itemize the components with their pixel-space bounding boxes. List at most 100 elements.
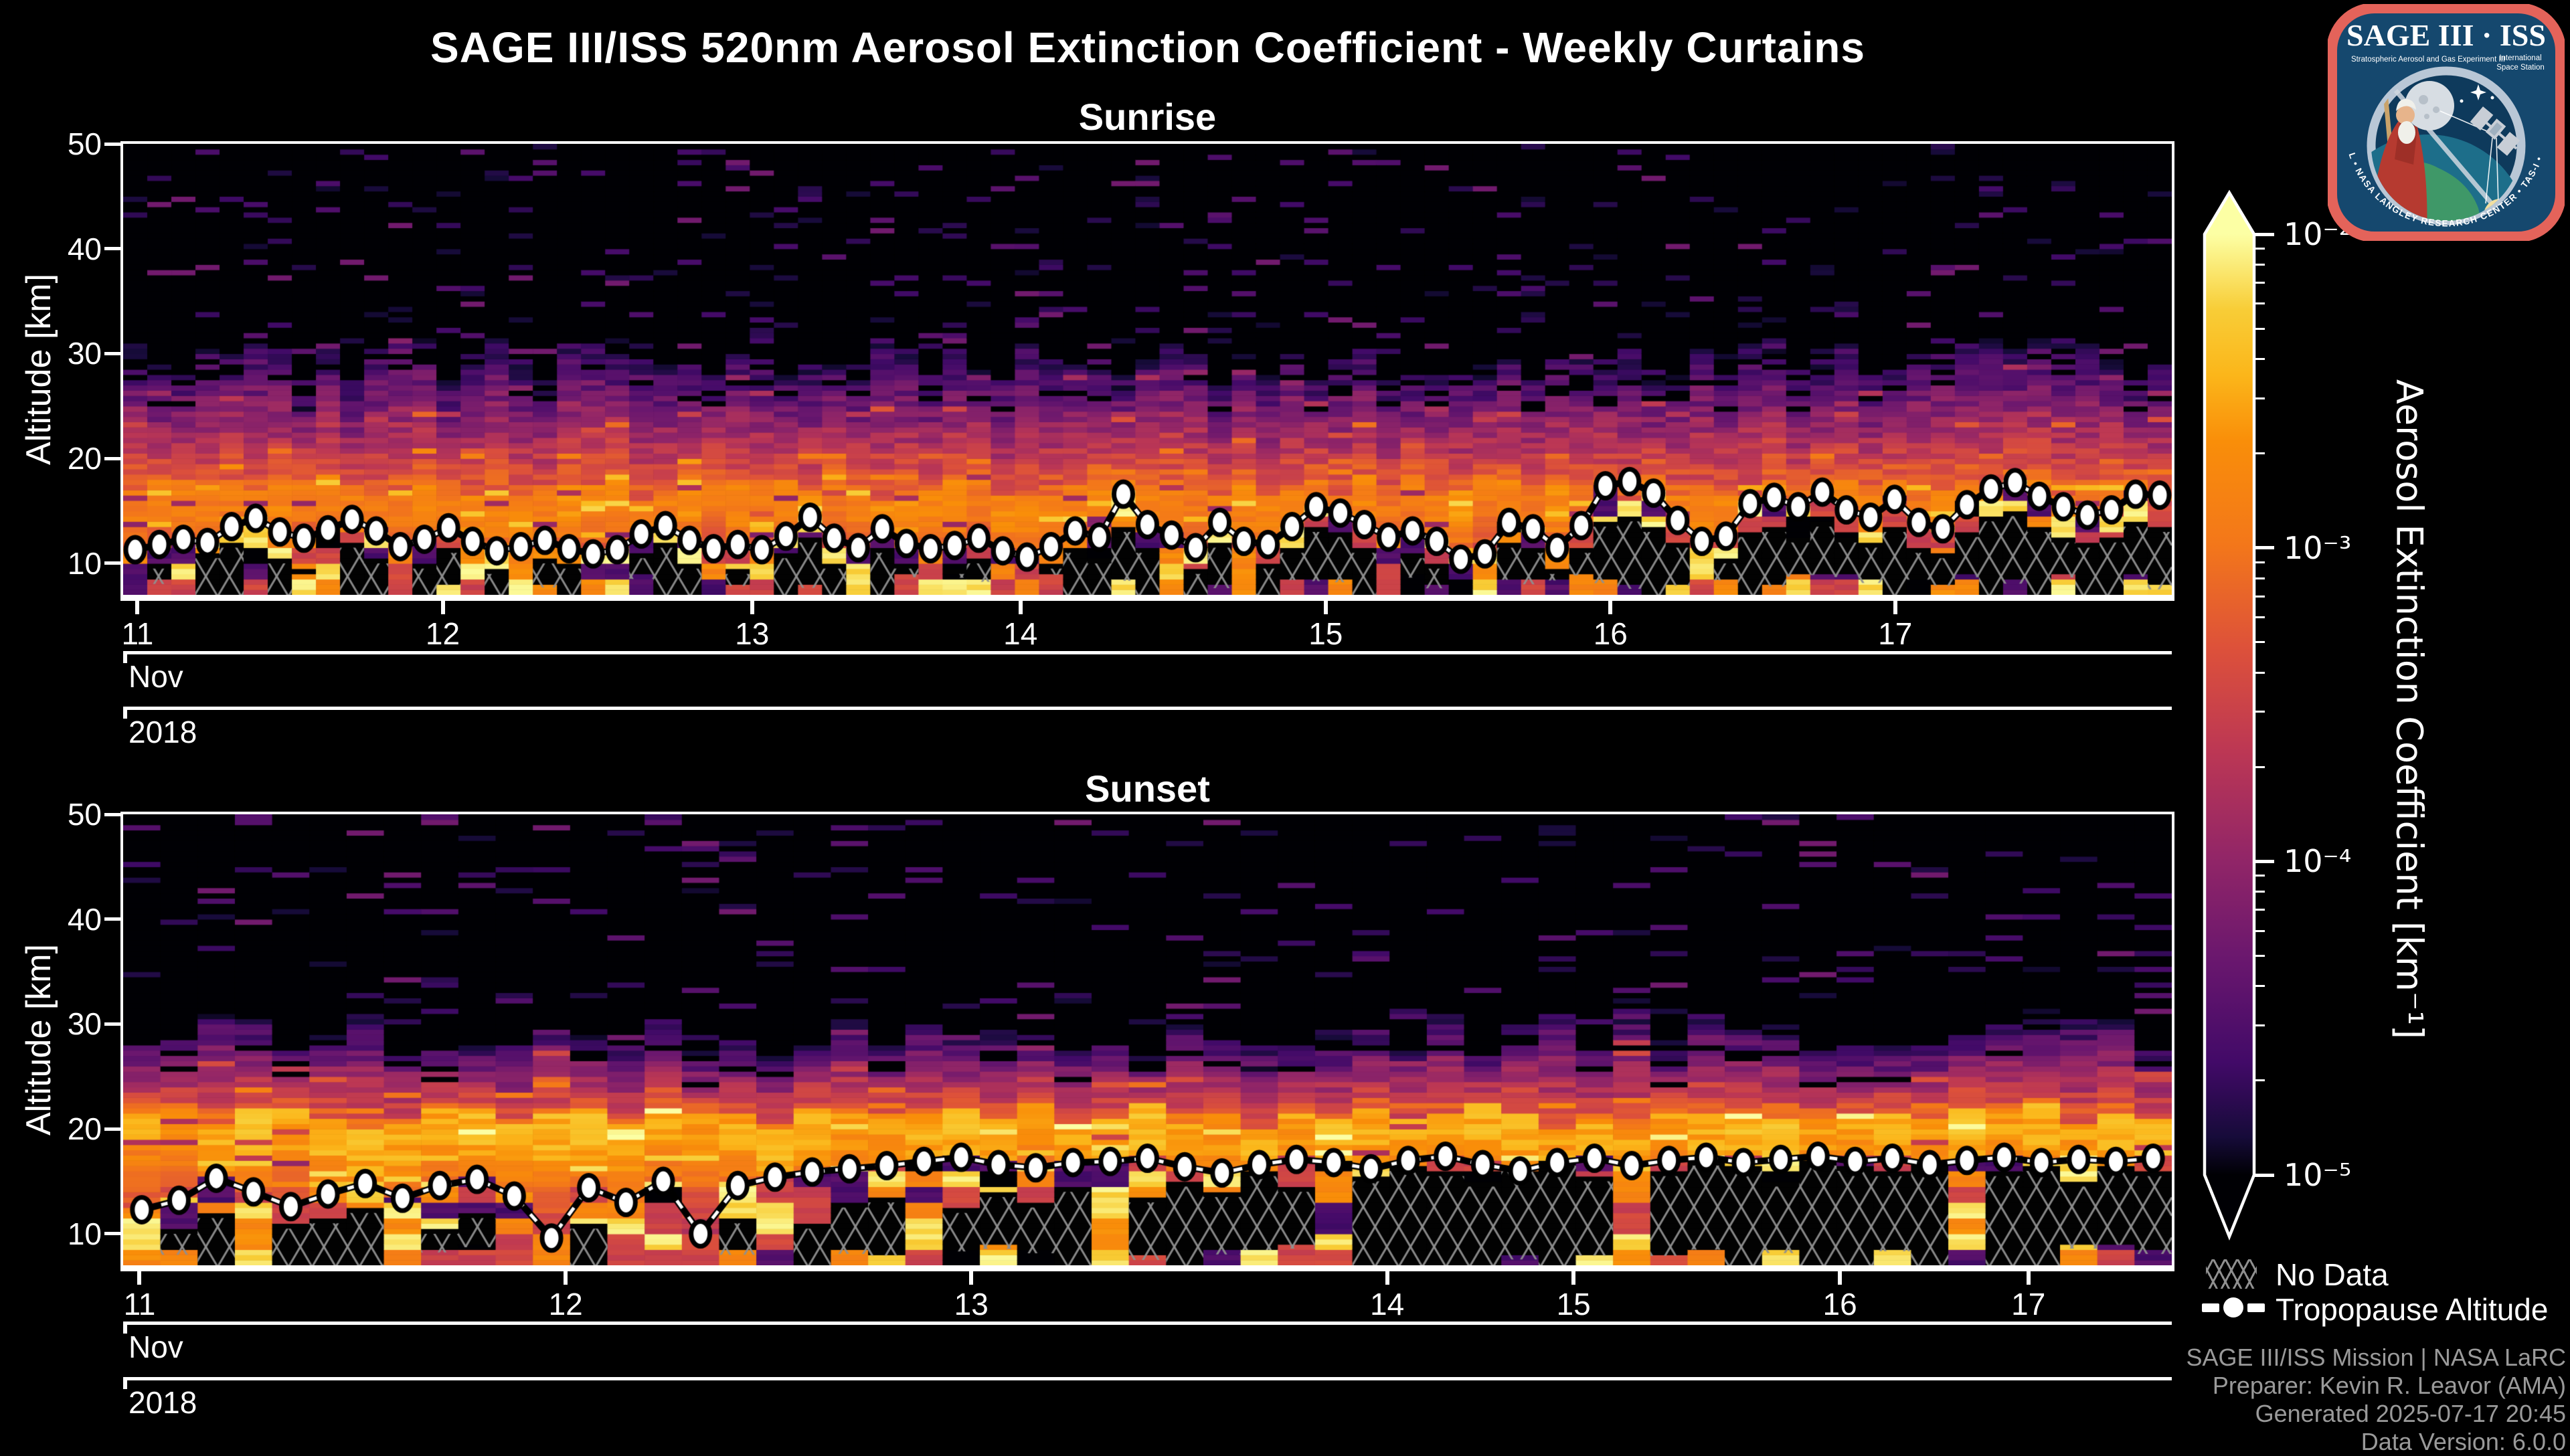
legend-tropopause-label: Tropopause Altitude (2276, 1292, 2549, 1327)
colorbar-tick-label: 10⁻⁴ (2284, 843, 2352, 880)
colorbar-minor-tick (2254, 929, 2265, 932)
x-tick-mark (440, 601, 445, 614)
x-tick-label-day: 16 (1593, 616, 1628, 651)
colorbar-minor-tick (2254, 765, 2265, 768)
y-tick-label: 40 (67, 231, 102, 266)
y-tick-label: 50 (67, 126, 102, 161)
x-tick-label-day: 13 (735, 616, 770, 651)
page-title: SAGE III/ISS 520nm Aerosol Extinction Co… (430, 23, 1865, 72)
credits-generated-line: Generated 2025-07-17 20:45 (2255, 1400, 2566, 1427)
y-tick-mark (104, 1127, 120, 1131)
logo-subtitle-sage: Stratospheric Aerosol and Gas Experiment… (2351, 56, 2505, 64)
colorbar-minor-tick (2254, 671, 2265, 674)
y-tick-label: 50 (67, 797, 102, 832)
colorbar-minor-tick (2254, 954, 2265, 957)
colorbar-axis-label: Aerosol Extinction Coefficient [km⁻¹] (2388, 379, 2431, 1040)
y-tick-mark (104, 1232, 120, 1236)
month-axis-label: Nov (128, 659, 183, 694)
sunset-heatmap-canvas (123, 814, 2172, 1265)
x-tick-label-day: 14 (1370, 1287, 1405, 1322)
colorbar-minor-tick (2254, 247, 2265, 250)
colorbar-minor-tick (2254, 302, 2265, 305)
colorbar-minor-tick (2254, 711, 2265, 713)
x-tick-mark (1838, 1271, 1843, 1285)
colorbar (2203, 189, 2256, 1241)
x-tick-mark (1385, 1271, 1389, 1285)
y-tick-mark (104, 456, 120, 460)
colorbar-minor-tick (2254, 577, 2265, 579)
month-axis-tick (123, 651, 127, 663)
credits-data-version-line: Data Version: 6.0.0 (2361, 1428, 2566, 1455)
year-axis-tick (123, 1377, 127, 1389)
x-tick-mark (564, 1271, 568, 1285)
colorbar-minor-tick (2254, 641, 2265, 644)
colorbar-tick-label: 10⁻⁵ (2284, 1157, 2352, 1193)
x-tick-mark (1608, 601, 1613, 614)
legend-no-data-label: No Data (2276, 1257, 2389, 1292)
x-tick-label-day: 17 (2011, 1287, 2046, 1322)
tropopause-swatch-dash-left (2202, 1303, 2219, 1312)
logo-iss (2470, 106, 2520, 156)
x-tick-label-day: 17 (1878, 616, 1913, 651)
logo-moon-crater-3 (2424, 114, 2429, 119)
x-tick-label-day: 16 (1822, 1287, 1857, 1322)
no-data-hatch-swatch-icon (2206, 1259, 2257, 1289)
colorbar-minor-tick (2254, 616, 2265, 619)
colorbar-minor-tick (2254, 263, 2265, 266)
x-tick-mark (750, 601, 754, 614)
x-tick-mark (969, 1271, 974, 1285)
x-tick-mark (1018, 601, 1023, 614)
x-tick-mark (1323, 601, 1328, 614)
y-tick-label: 20 (67, 1111, 102, 1147)
y-tick-label: 30 (67, 336, 102, 371)
x-tick-label-day: 13 (954, 1287, 989, 1322)
colorbar-major-tick (2254, 859, 2274, 863)
colorbar-over-arrow (2205, 193, 2254, 234)
y-tick-mark (104, 247, 120, 251)
colorbar-minor-tick (2254, 397, 2265, 399)
x-tick-label-day: 11 (121, 616, 154, 651)
colorbar-minor-tick (2254, 358, 2265, 360)
colorbar-minor-tick (2254, 452, 2265, 455)
y-tick-mark (104, 561, 120, 565)
colorbar-minor-tick (2254, 1079, 2265, 1082)
logo-moon-crater-1 (2419, 95, 2428, 104)
tropopause-swatch-dot (2223, 1297, 2243, 1317)
colorbar-minor-tick (2254, 985, 2265, 988)
colorbar-under-arrow (2205, 1175, 2254, 1237)
y-tick-mark (104, 917, 120, 921)
logo-subtitle-iss-2: Space Station (2496, 64, 2545, 72)
month-axis-line (123, 651, 2172, 654)
x-tick-mark (1893, 601, 1897, 614)
colorbar-tick-label: 10⁻³ (2284, 529, 2352, 566)
month-axis-line (123, 1322, 2172, 1325)
x-tick-mark (135, 601, 140, 614)
tropopause-swatch-dash-right (2247, 1303, 2265, 1312)
year-axis-label: 2018 (128, 715, 197, 749)
colorbar-major-tick (2254, 1173, 2274, 1177)
year-axis-line (123, 707, 2172, 710)
logo-moon-crater-2 (2433, 106, 2439, 113)
x-tick-mark (137, 1271, 142, 1285)
colorbar-minor-tick (2254, 891, 2265, 893)
tropopause-line-swatch-icon (2202, 1293, 2266, 1322)
colorbar-minor-tick (2254, 1024, 2265, 1026)
credits-preparer-line: Preparer: Kevin R. Leavor (AMA) (2212, 1372, 2566, 1399)
colorbar-minor-tick (2254, 909, 2265, 911)
sunrise-heatmap-canvas (123, 144, 2172, 595)
logo-title-text: SAGE III · ISS (2346, 18, 2546, 52)
colorbar-major-tick (2254, 546, 2274, 550)
sunrise-panel-title: Sunrise (1078, 96, 1217, 138)
logo-moon (2405, 81, 2454, 130)
x-tick-mark (2026, 1271, 2031, 1285)
colorbar-minor-tick (2254, 327, 2265, 330)
y-tick-mark (104, 1022, 120, 1026)
year-axis-line (123, 1377, 2172, 1380)
year-axis-label: 2018 (128, 1385, 197, 1420)
month-axis-label: Nov (128, 1330, 183, 1364)
y-tick-mark (104, 812, 120, 816)
year-axis-tick (123, 707, 127, 719)
y-tick-label: 30 (67, 1006, 102, 1042)
colorbar-minor-tick (2254, 875, 2265, 877)
